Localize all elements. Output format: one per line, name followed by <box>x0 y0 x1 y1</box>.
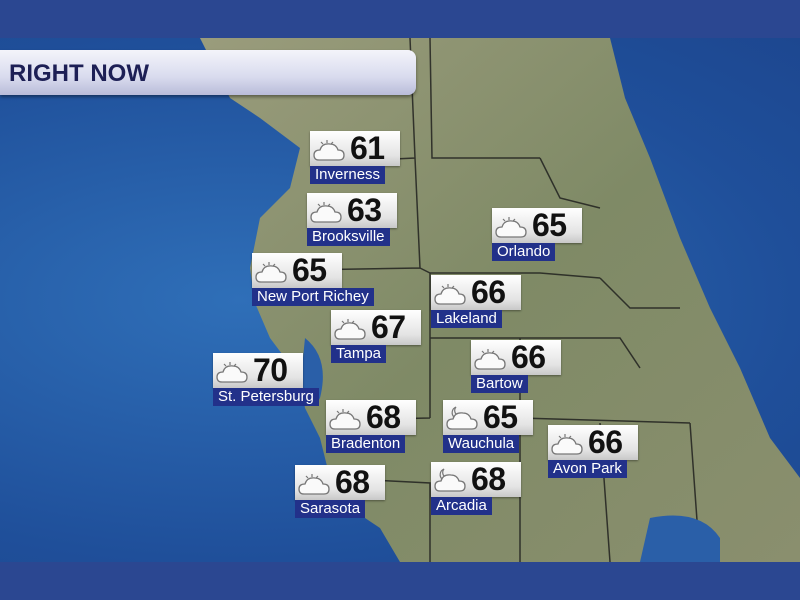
temperature: 68 <box>335 464 370 500</box>
city-marker-new-port-richey: 65 New Port Richey <box>252 252 374 306</box>
city-name: Arcadia <box>431 497 492 515</box>
temperature: 66 <box>588 424 623 460</box>
temperature: 65 <box>532 207 567 243</box>
temperature: 68 <box>366 399 401 435</box>
temperature: 68 <box>471 461 506 497</box>
temperature: 70 <box>253 352 288 388</box>
city-name: Bartow <box>471 375 528 393</box>
city-marker-inverness: 61 Inverness <box>310 130 400 184</box>
partly-cloudy-icon <box>474 348 506 370</box>
partly-cloudy-icon <box>551 433 583 455</box>
city-marker-avon-park: 66 Avon Park <box>548 424 638 478</box>
temp-box: 66 <box>471 339 561 375</box>
partly-cloudy-icon <box>298 473 330 495</box>
temp-box: 65 <box>252 252 342 288</box>
partly-cloudy-icon <box>255 261 287 283</box>
partly-cloudy-icon <box>310 201 342 223</box>
city-marker-st-petersburg: 70 St. Petersburg <box>213 352 319 406</box>
city-marker-brooksville: 63 Brooksville <box>307 192 397 246</box>
city-name: Tampa <box>331 345 387 363</box>
partly-cloudy-icon <box>334 318 366 340</box>
lake-okeechobee <box>640 515 720 562</box>
temp-box: 65 <box>443 399 533 435</box>
temperature: 63 <box>347 192 382 228</box>
bottom-band <box>0 562 800 600</box>
top-band <box>0 0 800 38</box>
city-marker-wauchula: 65 Wauchula <box>443 399 533 453</box>
temp-box: 67 <box>331 309 421 345</box>
temp-box: 66 <box>431 274 521 310</box>
temperature: 65 <box>483 399 518 435</box>
city-marker-sarasota: 68 Sarasota <box>295 464 385 518</box>
city-name: Sarasota <box>295 500 366 518</box>
temp-box: 68 <box>431 461 521 497</box>
city-name: Orlando <box>492 243 556 261</box>
city-marker-orlando: 65 Orlando <box>492 207 582 261</box>
city-name: Bradenton <box>326 435 406 453</box>
city-name: Wauchula <box>443 435 520 453</box>
city-marker-bradenton: 68 Bradenton <box>326 399 416 453</box>
city-name: Lakeland <box>431 310 502 328</box>
city-name: St. Petersburg <box>213 388 319 406</box>
partly-cloudy-icon <box>495 216 527 238</box>
page-title: RIGHT NOW <box>9 60 149 87</box>
cloudy-night-icon <box>434 467 466 492</box>
partly-cloudy-icon <box>216 361 248 383</box>
temp-box: 70 <box>213 352 303 388</box>
city-name: New Port Richey <box>252 288 374 306</box>
temp-box: 61 <box>310 130 400 166</box>
city-name: Brooksville <box>307 228 390 246</box>
temp-box: 68 <box>326 399 416 435</box>
temperature: 61 <box>350 130 385 166</box>
city-name: Avon Park <box>548 460 627 478</box>
city-marker-tampa: 67 Tampa <box>331 309 421 363</box>
temperature: 66 <box>511 339 546 375</box>
county-lines <box>299 37 701 563</box>
title-bar: RIGHT NOW <box>0 50 416 95</box>
partly-cloudy-icon <box>329 408 361 430</box>
temperature: 66 <box>471 274 506 310</box>
city-marker-arcadia: 68 Arcadia <box>431 461 521 515</box>
city-name: Inverness <box>310 166 386 184</box>
temperature: 67 <box>371 309 406 345</box>
map <box>0 37 800 563</box>
city-marker-bartow: 66 Bartow <box>471 339 561 393</box>
temp-box: 65 <box>492 207 582 243</box>
temp-box: 63 <box>307 192 397 228</box>
partly-cloudy-icon <box>434 283 466 305</box>
city-marker-lakeland: 66 Lakeland <box>431 274 521 328</box>
cloudy-night-icon <box>446 405 478 430</box>
temp-box: 68 <box>295 464 385 500</box>
florida-land <box>200 37 800 563</box>
temp-box: 66 <box>548 424 638 460</box>
partly-cloudy-icon <box>313 139 345 161</box>
temperature: 65 <box>292 252 327 288</box>
